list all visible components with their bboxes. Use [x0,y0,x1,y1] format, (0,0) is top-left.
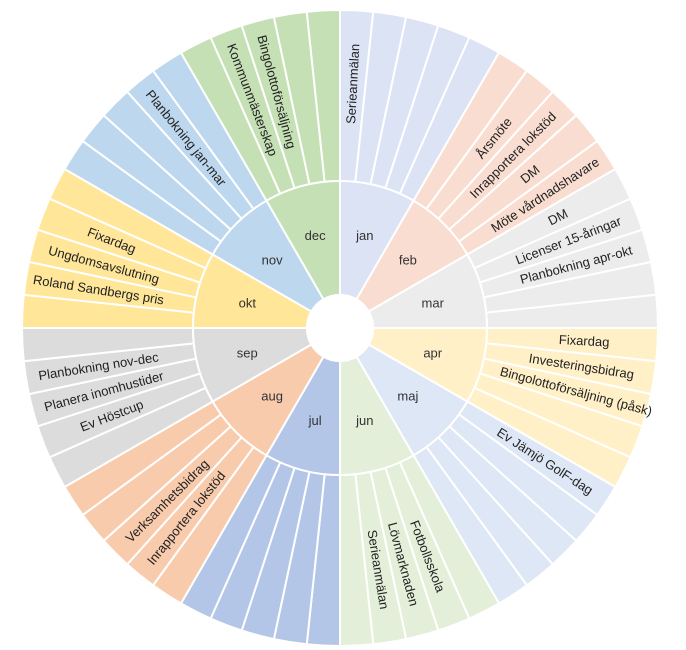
month-label-aug: aug [261,388,283,403]
month-label-jul: jul [308,413,322,428]
center-hole [306,294,374,362]
month-label-nov: nov [262,253,283,268]
month-ring: jan feb mar apr maj jun jul aug sep okt nov dec [191,179,489,477]
month-label-mar: mar [422,296,445,311]
month-label-dec: dec [305,228,326,243]
month-label-apr: apr [423,345,442,360]
event-label-apr-1: Fixardag [559,332,610,350]
month-label-maj: maj [397,388,418,403]
month-label-jan: jan [355,228,373,243]
event-label-jan-1: Serieanmälan [343,43,362,124]
month-label-feb: feb [399,253,417,268]
month-label-sep: sep [237,345,258,360]
month-label-okt: okt [239,296,257,311]
month-label-jun: jun [355,413,373,428]
